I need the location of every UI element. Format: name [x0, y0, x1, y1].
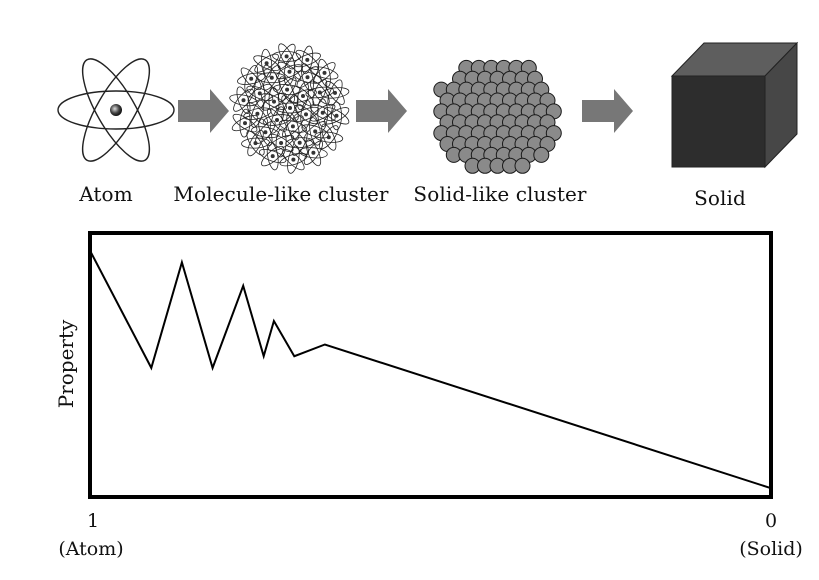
molecule-cluster-icon: [229, 43, 350, 174]
atom-icon: [57, 58, 175, 162]
solid-cube-icon: [670, 41, 799, 169]
small-atom-icon: [293, 45, 321, 75]
x-tick-note: (Solid): [739, 538, 803, 560]
small-atom-icon: [229, 86, 258, 114]
small-atom-icon: [320, 79, 350, 107]
small-atom-icon: [309, 98, 336, 128]
sphere-icon: [533, 146, 550, 163]
property-series-line: [89, 250, 772, 490]
small-atom-icon: [314, 123, 344, 151]
small-atom-icon: [237, 64, 266, 93]
arrow-icon: [356, 89, 407, 133]
x-tick-label: 1: [86, 510, 100, 532]
small-atom-icon: [279, 145, 308, 174]
x-tick-note: (Atom): [58, 538, 124, 560]
solid-like-cluster-label: Solid-like cluster: [413, 182, 587, 206]
small-atom-icon: [310, 58, 339, 87]
sphere-icon: [514, 157, 531, 174]
arrow-icon: [178, 89, 229, 133]
small-atom-icon: [259, 141, 287, 171]
small-atom-icon: [243, 99, 272, 128]
arrow-icon: [582, 89, 633, 133]
solid-label: Solid: [694, 186, 746, 210]
small-atom-icon: [323, 101, 350, 131]
molecule-like-cluster-label: Molecule-like cluster: [173, 182, 389, 206]
small-atom-icon: [231, 108, 259, 138]
small-atom-icon: [241, 130, 270, 157]
plot-frame: [88, 231, 773, 499]
small-atom-icon: [261, 87, 287, 116]
small-atom-icon: [272, 43, 301, 70]
y-axis-label: Property: [54, 319, 78, 409]
x-tick-label: 0: [764, 510, 778, 532]
solid-cluster-icon: [433, 59, 562, 174]
atom-label: Atom: [79, 182, 133, 206]
small-atom-icon: [253, 48, 280, 78]
small-atom-icon: [262, 106, 292, 134]
